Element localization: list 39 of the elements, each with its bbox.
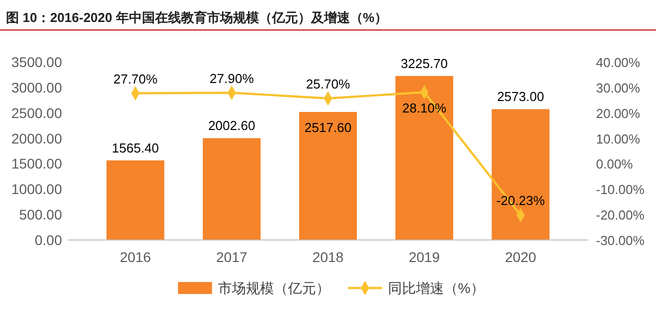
y2-tick-label: 30.00% bbox=[596, 80, 641, 96]
y-tick-label: 3500.00 bbox=[11, 54, 62, 70]
y-tick-label: 1500.00 bbox=[11, 156, 62, 172]
x-tick-label: 2016 bbox=[120, 249, 152, 265]
x-tick-label: 2019 bbox=[408, 249, 440, 265]
y2-tick-label: -20.00% bbox=[596, 208, 645, 223]
bar bbox=[106, 160, 164, 240]
y2-tick-label: 20.00% bbox=[596, 106, 641, 121]
y-tick-label: 3000.00 bbox=[11, 79, 62, 96]
y-tick-label: 1000.00 bbox=[11, 181, 62, 198]
y-tick-label: 2000.00 bbox=[11, 130, 62, 146]
x-tick-label: 2017 bbox=[216, 249, 248, 265]
bar bbox=[202, 138, 261, 240]
y2-tick-label: -30.00% bbox=[596, 233, 645, 248]
y-tick-label: 500.00 bbox=[19, 206, 62, 223]
data-label: 2517.60 bbox=[304, 120, 352, 135]
data-label: 3225.70 bbox=[400, 56, 448, 71]
x-tick-label: 2020 bbox=[505, 249, 536, 265]
bar bbox=[492, 109, 550, 240]
y2-tick-label: 10.00% bbox=[596, 131, 641, 146]
y2-tick-label: 40.00% bbox=[596, 55, 641, 70]
legend-label: 同比增速（%） bbox=[388, 280, 484, 296]
data-label: 25.70% bbox=[306, 76, 350, 92]
data-label: 1565.40 bbox=[112, 140, 159, 156]
y2-tick-label: 0.00% bbox=[596, 156, 634, 172]
data-label: 27.90% bbox=[210, 70, 254, 86]
y-tick-label: 0.00 bbox=[34, 232, 62, 248]
legend-label: 市场规模（亿元） bbox=[218, 280, 330, 296]
y-tick-label: 2500.00 bbox=[11, 104, 62, 121]
data-label: 2002.60 bbox=[208, 118, 256, 134]
y2-tick-label: -10.00% bbox=[596, 182, 645, 198]
data-label: 27.70% bbox=[113, 71, 158, 86]
data-label: 2573.00 bbox=[497, 89, 544, 104]
bar bbox=[299, 112, 357, 240]
bar bbox=[395, 76, 454, 240]
x-tick-label: 2018 bbox=[312, 249, 344, 265]
data-label: 28.10% bbox=[402, 100, 447, 116]
chart-title: 图 10：2016-2020 年中国在线教育市场规模（亿元）及增速（%） bbox=[6, 10, 388, 25]
data-label: -20.23% bbox=[496, 193, 546, 208]
